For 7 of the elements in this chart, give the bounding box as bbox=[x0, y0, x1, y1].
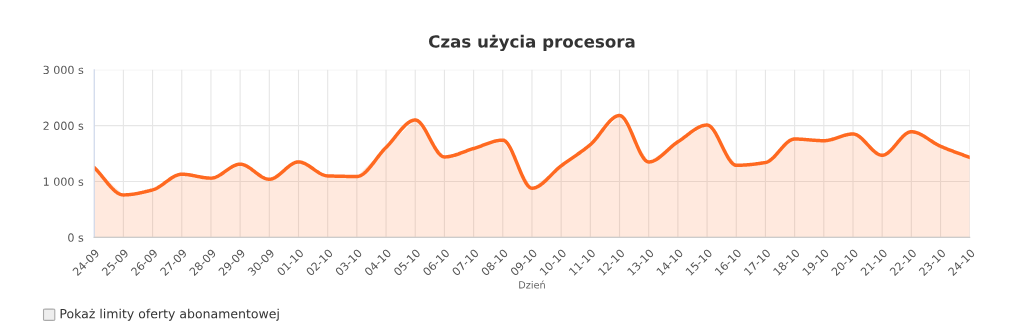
text: Pokaż limity oferty abonamentowej bbox=[60, 308, 279, 321]
y-tick-label: 2 000 s bbox=[43, 121, 84, 130]
chart-title: Czas użycia procesora bbox=[429, 34, 635, 52]
y-tick-label: 3 000 s bbox=[43, 65, 84, 75]
y-tick-label: 1 000 s bbox=[43, 177, 84, 186]
x-axis-title: Dzień bbox=[519, 280, 545, 289]
y-tick-label: 0 s bbox=[68, 233, 84, 242]
